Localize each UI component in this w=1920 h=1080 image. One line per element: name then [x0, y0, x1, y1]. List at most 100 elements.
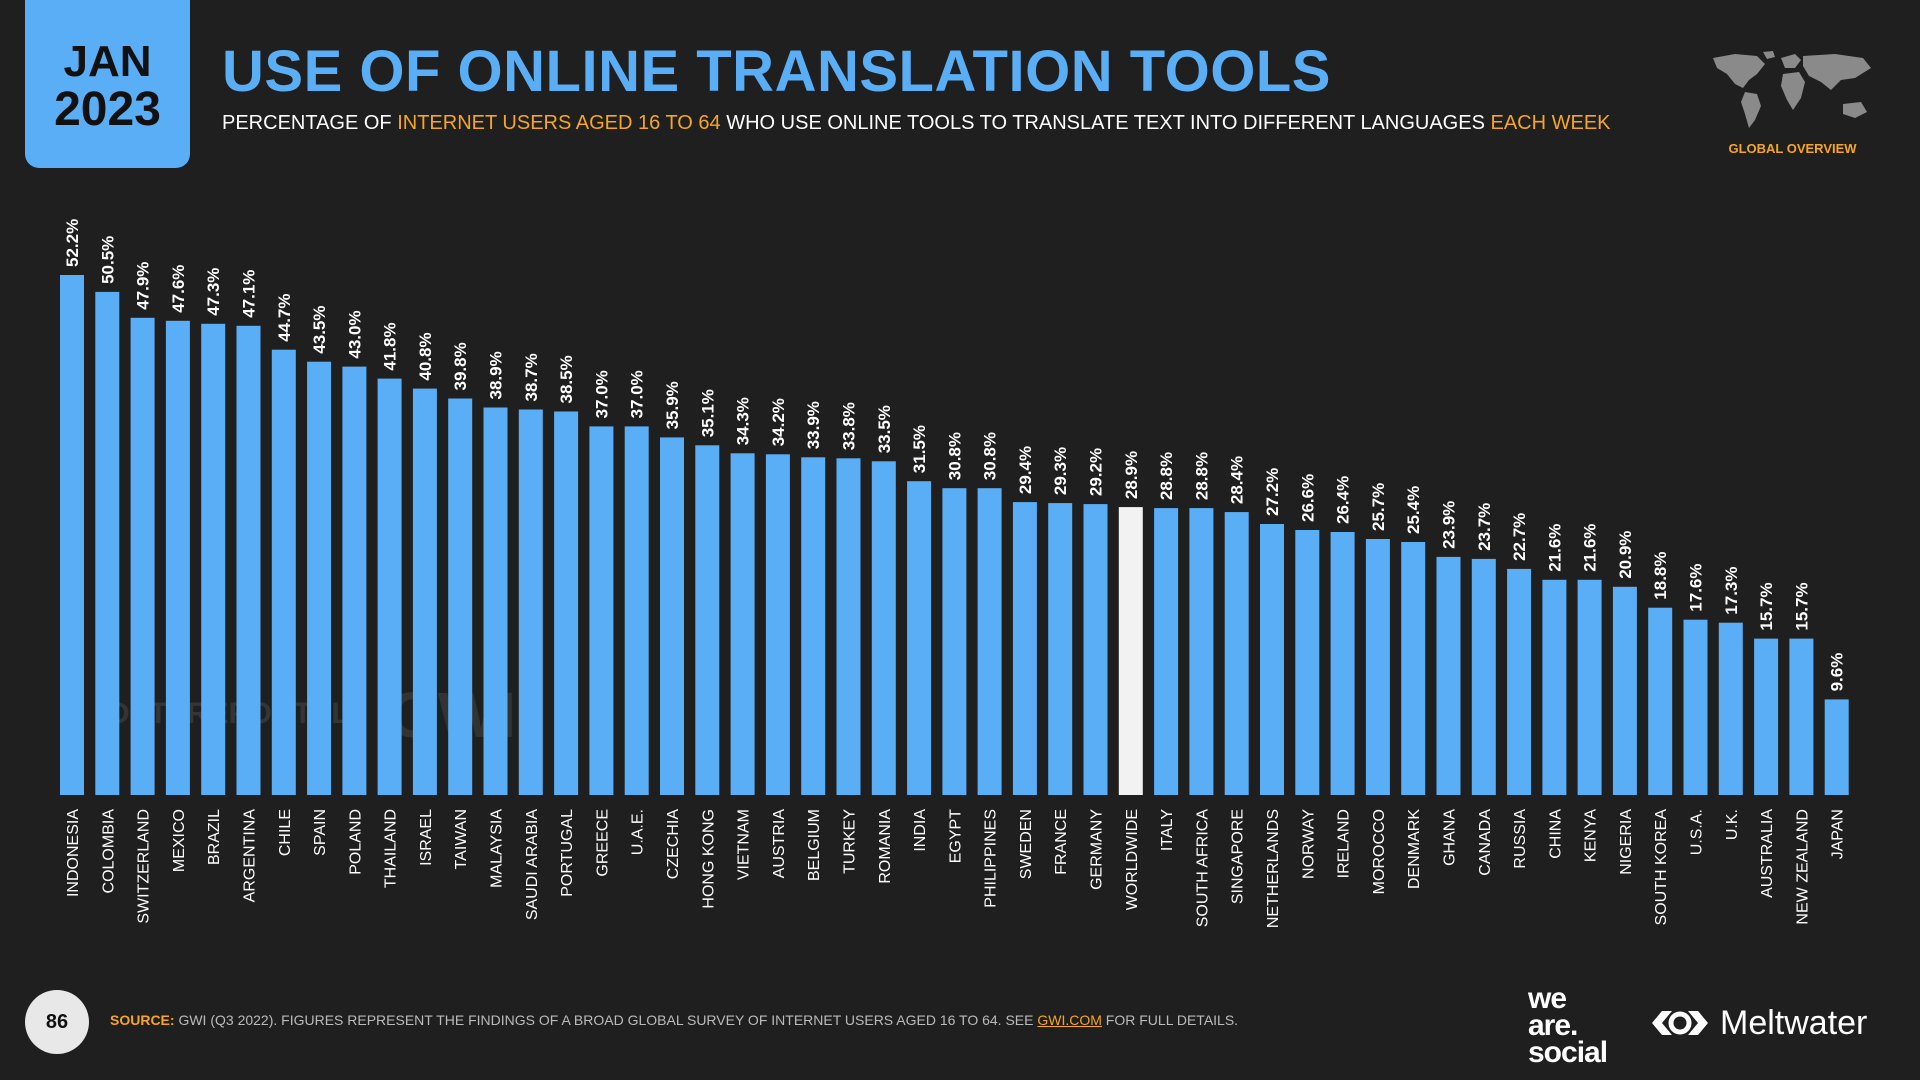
bar-italy [1154, 508, 1179, 795]
bar-ireland [1330, 532, 1355, 795]
bar-egypt [942, 488, 967, 795]
category-label: BELGIUM [806, 809, 823, 881]
category-label: NETHERLANDS [1265, 809, 1282, 928]
value-label: 33.8% [840, 402, 859, 450]
bar-norway [1295, 530, 1320, 795]
category-label: JAPAN [1830, 809, 1847, 859]
value-label: 41.8% [381, 322, 400, 370]
category-label: SAUDI ARABIA [524, 809, 541, 920]
category-label: ROMANIA [877, 809, 894, 884]
bar-australia [1754, 638, 1779, 795]
category-label: SPAIN [312, 809, 329, 856]
category-label: THAILAND [383, 809, 400, 888]
value-label: 43.5% [310, 305, 329, 353]
category-label: WORLDWIDE [1124, 809, 1141, 910]
category-label: MEXICO [171, 809, 188, 872]
value-label: 26.6% [1298, 474, 1317, 522]
subtitle-part-3: WHO USE ONLINE TOOLS TO TRANSLATE TEXT I… [720, 112, 1491, 134]
bar-canada [1471, 558, 1496, 795]
value-label: 47.9% [134, 262, 153, 310]
category-label: SWITZERLAND [136, 809, 153, 924]
category-label: MALAYSIA [489, 809, 506, 888]
category-label: KENYA [1583, 809, 1600, 862]
value-label: 23.9% [1440, 501, 1459, 549]
bar-greece [589, 426, 614, 795]
bar-romania [871, 461, 896, 795]
bar-spain [307, 361, 332, 795]
value-label: 17.6% [1687, 563, 1706, 611]
bar-china [1542, 579, 1567, 795]
category-label: GHANA [1442, 809, 1459, 866]
value-label: 15.7% [1792, 582, 1811, 630]
value-label: 29.3% [1051, 447, 1070, 495]
category-label: U.A.E. [630, 809, 647, 855]
category-label: COLOMBIA [100, 809, 117, 894]
brand-social: social [1528, 1036, 1608, 1069]
value-label: 47.1% [240, 270, 259, 318]
bar-hong-kong [695, 445, 720, 795]
bar-new-zealand [1789, 638, 1814, 795]
category-label: INDIA [912, 809, 929, 852]
subtitle-highlight-1: INTERNET USERS AGED 16 TO 64 [397, 112, 721, 134]
bar-switzerland [130, 317, 155, 795]
value-label: 52.2% [63, 219, 82, 267]
source-text: GWI (Q3 2022). FIGURES REPRESENT THE FIN… [174, 1012, 1038, 1028]
value-label: 33.9% [804, 401, 823, 449]
date-year: 2023 [54, 83, 161, 136]
value-label: 23.7% [1475, 503, 1494, 551]
category-label: IRELAND [1336, 809, 1353, 878]
bar-malaysia [483, 407, 508, 795]
value-label: 9.6% [1828, 653, 1847, 692]
category-label: SOUTH KOREA [1653, 809, 1670, 926]
category-label: NORWAY [1300, 809, 1317, 879]
value-label: 37.0% [592, 370, 611, 418]
source-note: SOURCE: GWI (Q3 2022). FIGURES REPRESENT… [110, 1012, 1238, 1028]
bar-morocco [1365, 539, 1390, 795]
date-month: JAN [63, 37, 152, 86]
bar-u-a-e- [624, 426, 649, 795]
page-subtitle: PERCENTAGE OF INTERNET USERS AGED 16 TO … [222, 112, 1611, 135]
value-label: 25.4% [1404, 486, 1423, 534]
brand-we: we [1528, 982, 1567, 1015]
bar-chile [271, 349, 296, 795]
bar-u-k- [1718, 622, 1743, 795]
value-label: 28.9% [1122, 451, 1141, 499]
category-label: ISRAEL [418, 809, 435, 866]
category-label: CHINA [1547, 809, 1564, 859]
bar-u-s-a- [1683, 619, 1708, 795]
source-link[interactable]: GWI.COM [1037, 1012, 1102, 1028]
value-label: 44.7% [275, 293, 294, 341]
bar-germany [1083, 504, 1108, 795]
value-label: 40.8% [416, 332, 435, 380]
category-label: GREECE [594, 809, 611, 877]
bar-south-korea [1648, 607, 1673, 795]
category-label: U.K. [1724, 809, 1741, 840]
bar-netherlands [1260, 524, 1284, 795]
bar-india [907, 481, 932, 795]
value-label: 39.8% [451, 342, 470, 390]
category-label: TAIWAN [453, 809, 470, 869]
value-label: 20.9% [1616, 531, 1635, 579]
value-label: 38.5% [557, 355, 576, 403]
global-overview-label: GLOBAL OVERVIEW [1728, 141, 1857, 156]
bar-japan [1824, 699, 1849, 795]
category-label: NIGERIA [1618, 809, 1635, 875]
category-label: TURKEY [842, 809, 859, 874]
value-label: 28.8% [1192, 452, 1211, 500]
category-label: SOUTH AFRICA [1194, 809, 1211, 928]
bar-russia [1507, 568, 1532, 795]
category-label: SWEDEN [1018, 809, 1035, 879]
value-label: 30.8% [945, 432, 964, 480]
value-label: 21.6% [1545, 524, 1564, 572]
bar-nigeria [1612, 586, 1637, 795]
meltwater-mark-icon [1652, 1011, 1708, 1035]
world-map-icon [1713, 51, 1871, 128]
bar-denmark [1401, 542, 1426, 795]
bar-france [1048, 503, 1073, 795]
bar-poland [342, 366, 367, 795]
date-badge: JAN 2023 [25, 0, 190, 168]
source-end: FOR FULL DETAILS. [1101, 1012, 1239, 1028]
category-label: EGYPT [947, 809, 964, 863]
bar-brazil [201, 323, 226, 795]
value-label: 25.7% [1369, 483, 1388, 531]
